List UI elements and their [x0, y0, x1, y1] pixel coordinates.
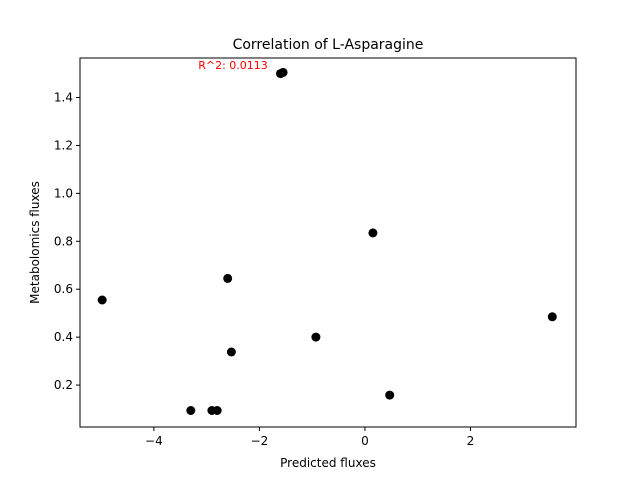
- y-tick-label: 0.2: [54, 378, 73, 392]
- y-tick-label: 0.4: [54, 330, 73, 344]
- x-tick-label: 2: [467, 434, 475, 448]
- data-point: [186, 406, 196, 415]
- data-point: [311, 332, 321, 342]
- x-tick-label: −2: [251, 434, 269, 448]
- y-axis-ticks: 0.2 0.4 0.6 0.8 1.0 1.2 1.4: [54, 91, 80, 392]
- data-point: [547, 312, 557, 322]
- r-squared-annotation: R^2: 0.0113: [198, 59, 268, 72]
- y-tick-label: 0.6: [54, 282, 73, 296]
- data-point: [212, 406, 222, 415]
- plot-frame: [79, 57, 577, 428]
- chart-title: Correlation of L-Asparagine: [233, 37, 424, 53]
- y-tick-label: 1.4: [54, 91, 73, 105]
- data-point: [278, 67, 288, 77]
- data-point: [226, 347, 236, 357]
- data-point: [385, 390, 395, 400]
- x-axis-label: Predicted fluxes: [280, 456, 376, 470]
- data-point: [223, 273, 233, 283]
- x-tick-label: 0: [361, 434, 369, 448]
- data-point: [97, 295, 107, 305]
- x-tick-label: −4: [145, 434, 163, 448]
- data-point: [368, 228, 378, 238]
- y-tick-label: 0.8: [54, 234, 73, 248]
- points-layer: [97, 67, 557, 415]
- y-tick-label: 1.0: [54, 186, 73, 200]
- x-axis-ticks: −4 −2 0 2: [145, 427, 474, 448]
- y-axis-label: Metabolomics fluxes: [28, 181, 42, 304]
- y-tick-label: 1.2: [54, 138, 73, 152]
